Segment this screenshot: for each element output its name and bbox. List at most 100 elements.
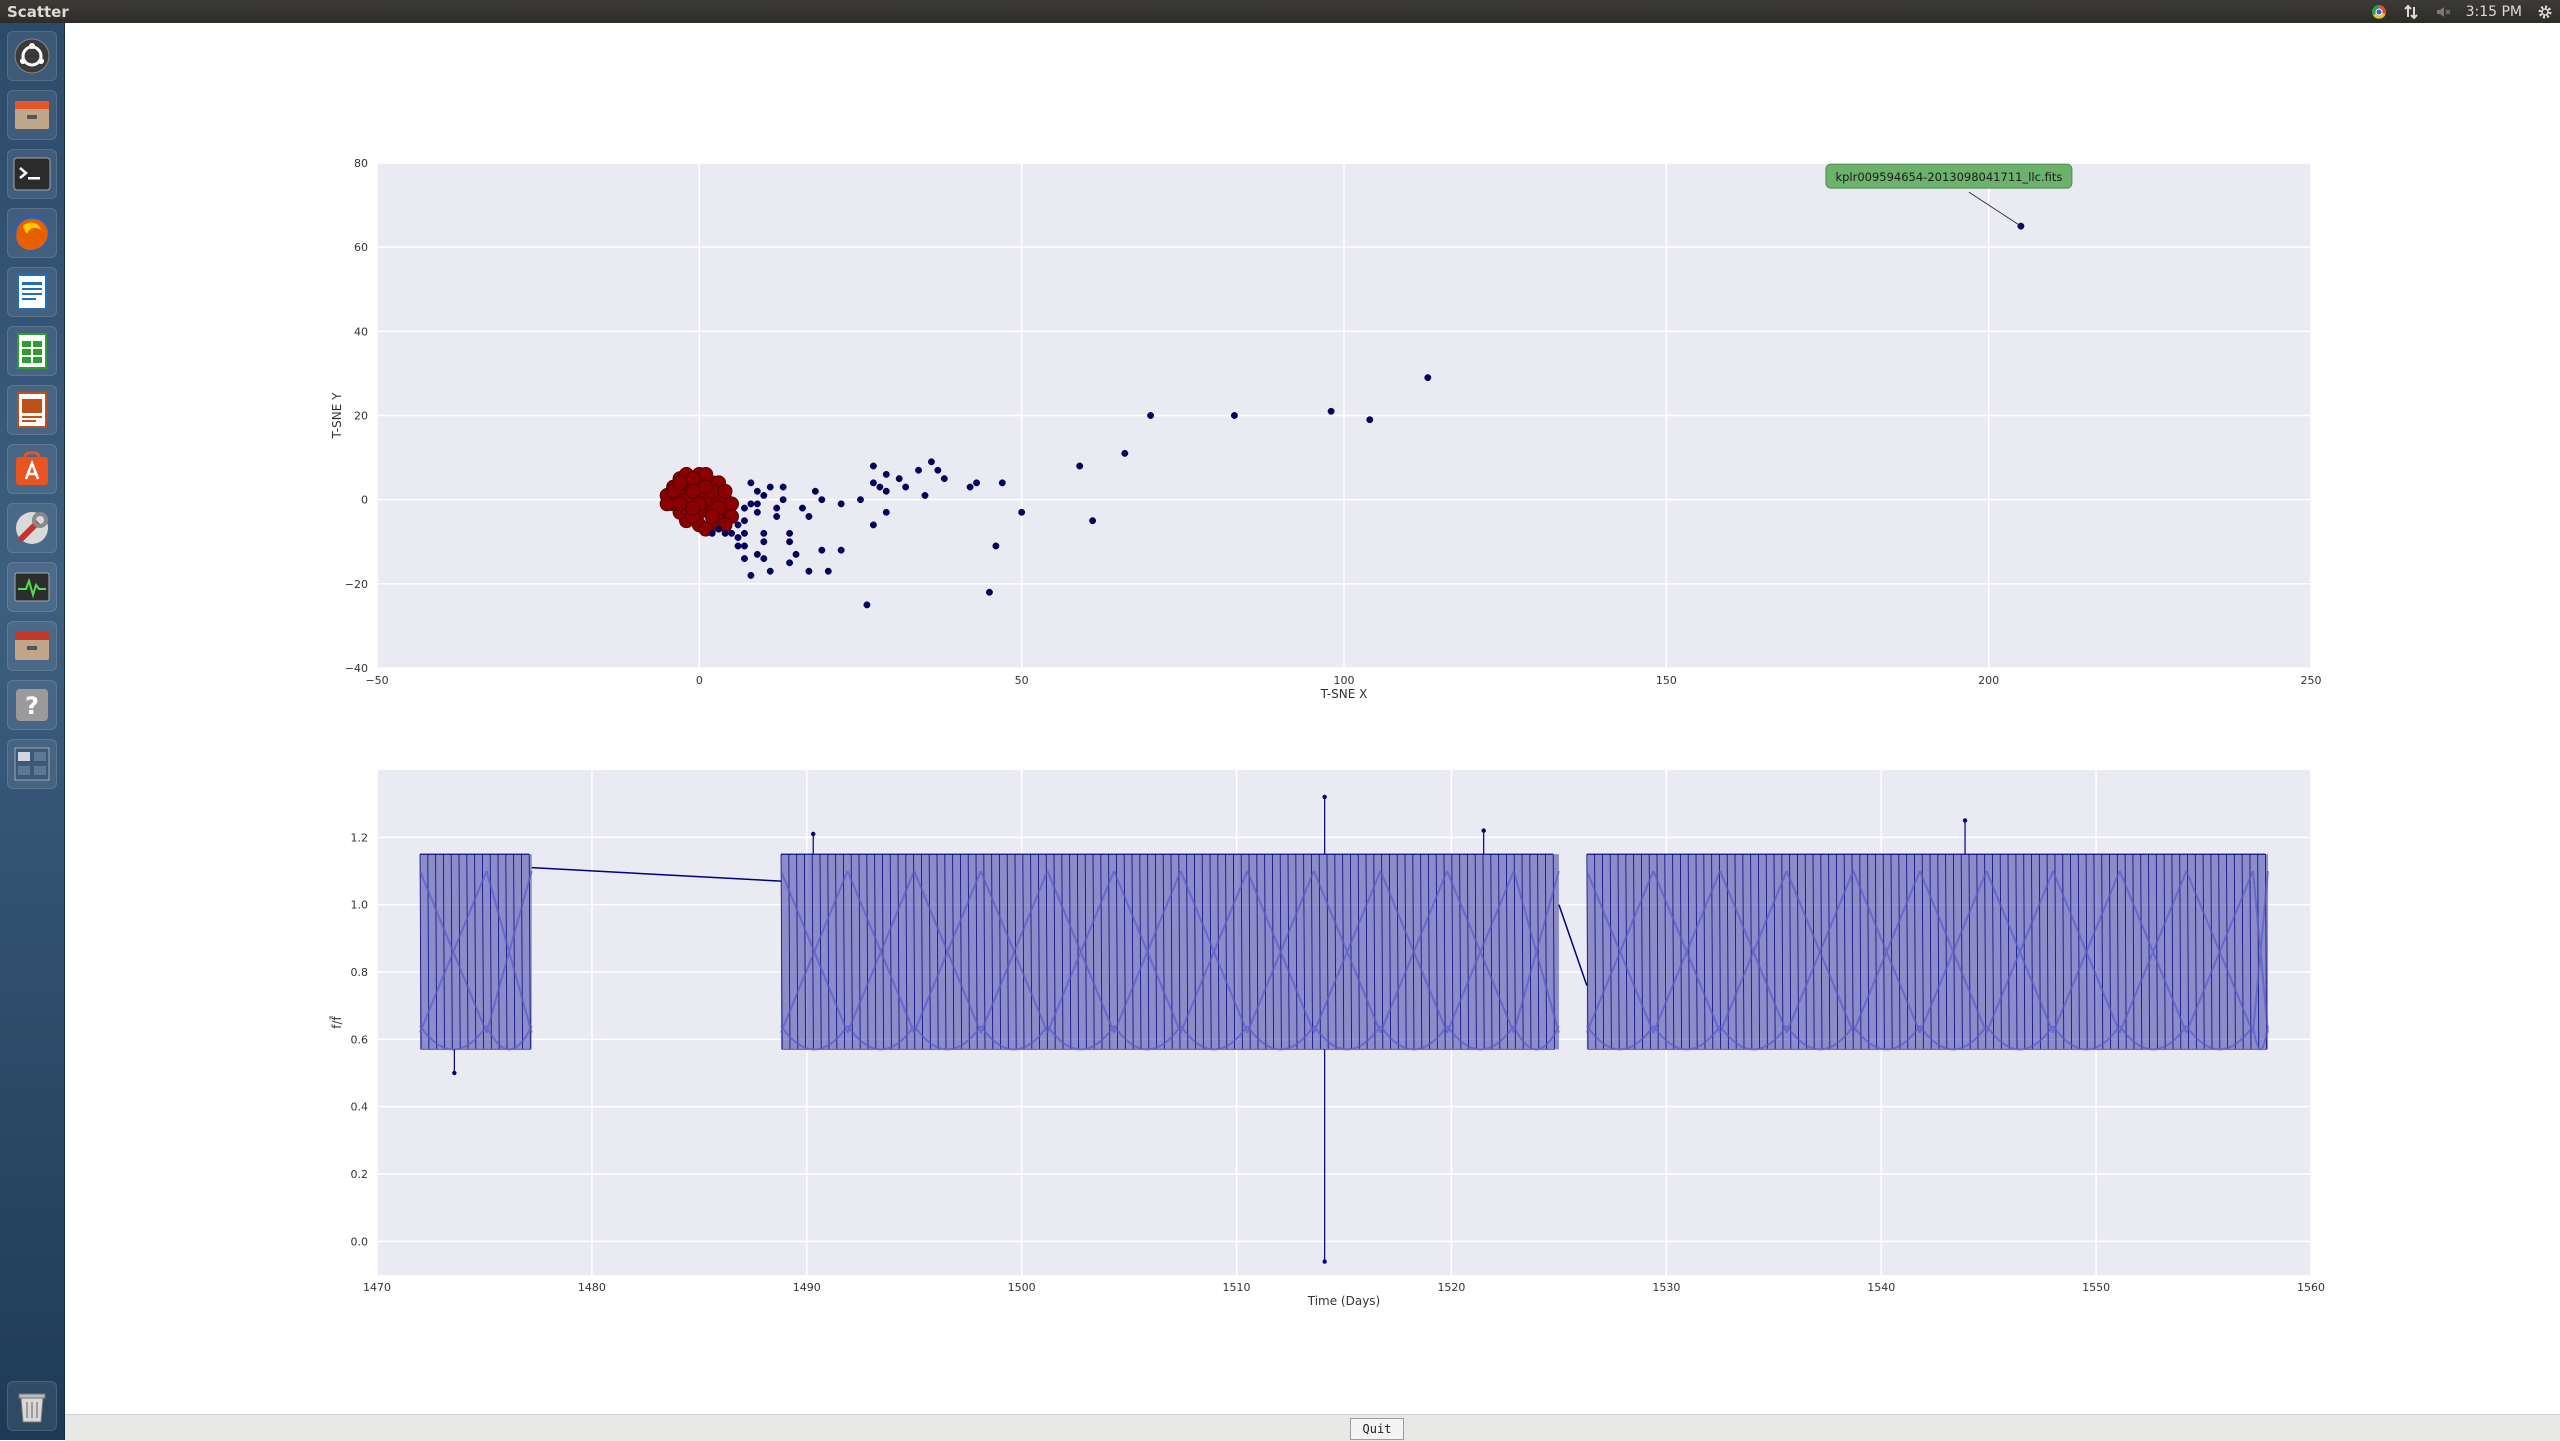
sound-muted-icon[interactable] xyxy=(2434,3,2452,21)
impress-button[interactable] xyxy=(7,385,57,435)
scatter-point[interactable] xyxy=(741,504,748,512)
scatter-point-red[interactable] xyxy=(672,475,688,491)
scatter-point[interactable] xyxy=(2017,222,2025,230)
scatter-point[interactable] xyxy=(773,513,781,520)
dash-button[interactable] xyxy=(7,31,57,81)
scatter-point[interactable] xyxy=(760,555,768,563)
scatter-point[interactable] xyxy=(869,462,877,470)
scatter-point[interactable] xyxy=(992,542,1000,550)
light-curve-trace[interactable] xyxy=(780,854,1555,1050)
scatter-point[interactable] xyxy=(773,504,781,512)
tsne-scatter-plot[interactable]: −50 0 50 100 150 200 250 −40 −20 0 20 40 60 80 T-SNE X… xyxy=(65,23,2560,723)
software-center-button[interactable] xyxy=(7,444,57,494)
quit-button[interactable]: Quit xyxy=(1350,1418,1404,1440)
scatter-point[interactable] xyxy=(1089,517,1097,525)
scatter-point[interactable] xyxy=(1424,374,1432,382)
light-curve-trace[interactable] xyxy=(1586,854,2268,1050)
scatter-point[interactable] xyxy=(747,479,755,487)
scatter-point[interactable] xyxy=(760,538,768,546)
scatter-point[interactable] xyxy=(824,567,832,575)
scatter-point[interactable] xyxy=(734,534,742,541)
scatter-point[interactable] xyxy=(869,479,877,487)
scatter-point[interactable] xyxy=(811,487,819,495)
scatter-point[interactable] xyxy=(1018,508,1026,516)
scatter-point[interactable] xyxy=(741,517,748,525)
scatter-point[interactable] xyxy=(766,483,774,491)
scatter-point[interactable] xyxy=(753,550,761,558)
flux-spike-point[interactable] xyxy=(1962,818,1968,823)
scatter-point[interactable] xyxy=(895,475,903,483)
scatter-point[interactable] xyxy=(1230,412,1238,419)
firefox-button[interactable] xyxy=(7,208,57,258)
scatter-point[interactable] xyxy=(876,483,884,491)
scatter-point[interactable] xyxy=(921,492,929,499)
scatter-point[interactable] xyxy=(734,542,742,550)
scatter-point[interactable] xyxy=(715,525,723,533)
scatter-point[interactable] xyxy=(799,504,806,512)
scatter-point[interactable] xyxy=(869,521,877,529)
scatter-point[interactable] xyxy=(753,487,761,495)
flux-spike-point[interactable] xyxy=(1322,1259,1327,1264)
writer-button[interactable] xyxy=(7,267,57,317)
trash-button[interactable] xyxy=(7,1381,57,1431)
scatter-point[interactable] xyxy=(708,529,716,537)
chrome-indicator-icon[interactable] xyxy=(2370,3,2388,21)
scatter-point-red[interactable] xyxy=(704,509,720,524)
scatter-point[interactable] xyxy=(805,513,813,520)
scatter-point[interactable] xyxy=(882,487,890,495)
scatter-point[interactable] xyxy=(934,466,942,474)
scatter-point-red[interactable] xyxy=(672,496,688,512)
scatter-point[interactable] xyxy=(818,496,826,504)
scatter-point[interactable] xyxy=(973,479,980,487)
scatter-point[interactable] xyxy=(805,567,813,575)
flux-spike-point[interactable] xyxy=(1481,828,1486,833)
scatter-point[interactable] xyxy=(728,529,736,537)
scatter-point[interactable] xyxy=(721,529,729,537)
clock[interactable]: 3:15 PM xyxy=(2465,3,2522,20)
scatter-point[interactable] xyxy=(760,492,768,499)
scatter-point-red[interactable] xyxy=(685,471,701,487)
scatter-point[interactable] xyxy=(915,466,922,474)
files-button[interactable] xyxy=(7,90,57,140)
scatter-point[interactable] xyxy=(1327,407,1335,415)
scatter-point-red[interactable] xyxy=(685,500,701,516)
help-button[interactable]: ? xyxy=(7,680,57,730)
terminal-button[interactable] xyxy=(7,149,57,199)
scatter-point[interactable] xyxy=(1147,412,1155,419)
scatter-point[interactable] xyxy=(741,542,748,550)
scatter-point[interactable] xyxy=(741,529,748,537)
scatter-point[interactable] xyxy=(837,546,845,554)
flux-spike-point[interactable] xyxy=(811,831,816,837)
scatter-point[interactable] xyxy=(741,555,748,563)
scatter-point-red[interactable] xyxy=(659,496,675,512)
scatter-point[interactable] xyxy=(760,529,768,537)
scatter-point[interactable] xyxy=(998,479,1006,487)
scatter-point-red[interactable] xyxy=(698,467,714,482)
scatter-point[interactable] xyxy=(779,496,787,504)
light-curve-plot[interactable]: 1470 1480 1490 1500 1510 1520 1530 1540 1550 1560… xyxy=(65,723,2560,1423)
scatter-point[interactable] xyxy=(1366,416,1374,424)
scatter-point[interactable] xyxy=(747,571,755,579)
scatter-point[interactable] xyxy=(786,529,794,537)
scatter-point[interactable] xyxy=(818,546,826,554)
scatter-point[interactable] xyxy=(940,475,948,483)
scatter-point[interactable] xyxy=(882,508,890,516)
scatter-point[interactable] xyxy=(837,500,845,508)
scatter-point[interactable] xyxy=(857,496,864,504)
scatter-point[interactable] xyxy=(882,470,890,478)
scatter-point[interactable] xyxy=(766,567,774,575)
scatter-point[interactable] xyxy=(1121,449,1129,457)
scatter-point[interactable] xyxy=(747,500,755,508)
scatter-point[interactable] xyxy=(753,508,761,516)
scatter-point[interactable] xyxy=(734,521,742,529)
scatter-point[interactable] xyxy=(985,588,993,596)
scatter-point[interactable] xyxy=(927,458,935,466)
scatter-point[interactable] xyxy=(863,601,871,609)
system-monitor-button[interactable] xyxy=(7,562,57,612)
scatter-point[interactable] xyxy=(786,559,794,567)
system-settings-button[interactable] xyxy=(7,503,57,553)
gear-icon[interactable] xyxy=(2536,3,2554,21)
scatter-point[interactable] xyxy=(779,483,787,491)
calc-button[interactable] xyxy=(7,326,57,376)
flux-spike-point[interactable] xyxy=(1322,794,1327,800)
